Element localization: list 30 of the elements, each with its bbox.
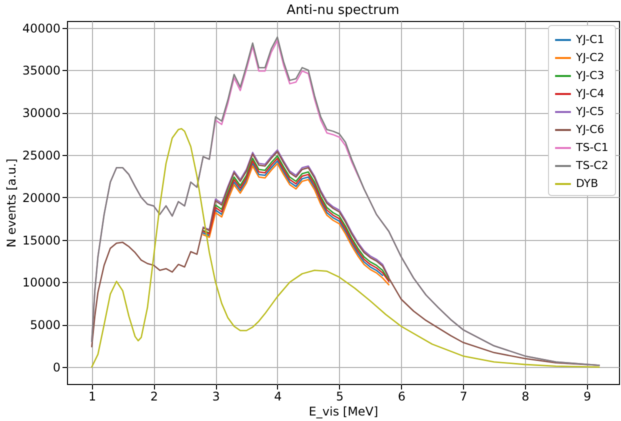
- legend-label: DYB: [576, 177, 598, 190]
- y-tick-label: 35000: [22, 64, 60, 78]
- x-tick-label: 3: [212, 390, 220, 404]
- legend-label: TS-C1: [575, 141, 608, 154]
- y-tick-label: 30000: [22, 106, 60, 120]
- y-tick-label: 25000: [22, 148, 60, 163]
- x-tick-label: 6: [398, 390, 406, 404]
- x-tick-label: 9: [584, 390, 592, 404]
- y-tick-label: 5000: [30, 318, 60, 332]
- legend-label: YJ-C2: [575, 51, 604, 64]
- x-tick-label: 5: [336, 390, 344, 404]
- x-tick-label: 4: [274, 390, 282, 404]
- x-axis-title: E_vis [MeV]: [308, 404, 378, 418]
- y-tick-label: 15000: [22, 233, 60, 248]
- x-tick-label: 7: [460, 390, 468, 404]
- legend-label: YJ-C5: [575, 105, 604, 118]
- legend-label: YJ-C3: [575, 69, 604, 82]
- x-tick-label: 1: [88, 390, 96, 404]
- y-tick-label: 20000: [22, 190, 60, 205]
- y-axis-title: N events [a.u.]: [4, 158, 18, 248]
- x-tick-label: 8: [522, 390, 530, 404]
- x-tick-label: 2: [150, 390, 158, 404]
- legend-label: YJ-C6: [575, 123, 604, 136]
- legend-label: TS-C2: [575, 159, 608, 172]
- chart-title: Anti-nu spectrum: [286, 3, 400, 18]
- legend-label: YJ-C4: [575, 87, 604, 100]
- y-tick-label: 10000: [22, 276, 60, 290]
- y-tick-label: 40000: [22, 21, 60, 36]
- legend-label: YJ-C1: [575, 33, 604, 46]
- y-tick-label: 0: [52, 360, 60, 375]
